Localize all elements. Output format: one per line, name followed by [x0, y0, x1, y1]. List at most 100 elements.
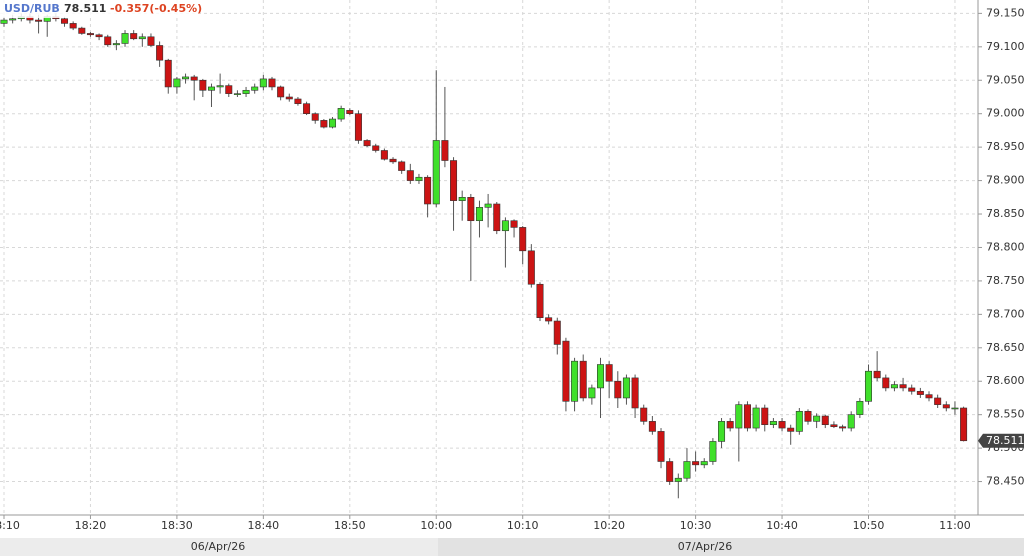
y-tick-label: 78.450	[986, 475, 1024, 488]
date-strip-day2	[438, 538, 1024, 556]
candle-body	[674, 477, 682, 482]
y-tick-label: 78.950	[986, 140, 1024, 153]
price-change: -0.357(-0.45%)	[110, 2, 202, 15]
candle-body	[156, 45, 164, 61]
candle-body	[787, 427, 795, 432]
candle-body	[839, 426, 847, 429]
y-tick-label: 78.850	[986, 207, 1024, 220]
y-tick-label: 78.550	[986, 408, 1024, 421]
candle-body	[597, 364, 605, 389]
candle-body	[761, 407, 769, 426]
candle-body	[778, 421, 786, 429]
candle-body	[752, 407, 760, 429]
header-bg	[0, 0, 200, 18]
candle-body	[709, 441, 717, 462]
x-tick-label: 18:50	[334, 519, 366, 532]
candle-body	[147, 36, 155, 46]
candle-body	[104, 36, 112, 46]
candle-body	[207, 86, 215, 91]
candle-body	[683, 461, 691, 479]
candle-body	[960, 407, 968, 442]
candle-body	[242, 89, 250, 94]
candle-body	[951, 407, 959, 410]
candle-body	[942, 404, 950, 409]
candle-body	[493, 203, 501, 232]
candles	[0, 13, 968, 499]
x-tick-label: 18:10	[0, 519, 20, 532]
candle-body	[579, 360, 587, 399]
candle-body	[562, 340, 570, 402]
candle-body	[882, 377, 890, 389]
candle-body	[424, 176, 432, 205]
candle-body	[95, 34, 103, 38]
candle-body	[61, 18, 69, 24]
candle-body	[130, 33, 138, 40]
candle-body	[519, 227, 527, 252]
candle-body	[190, 76, 198, 81]
candle-body	[398, 161, 406, 171]
candle-body	[182, 76, 190, 80]
x-tick-label: 18:40	[247, 519, 279, 532]
candle-body	[86, 33, 94, 36]
candle-body	[700, 461, 708, 466]
candle-body	[112, 43, 120, 46]
candle-body	[536, 283, 544, 318]
candle-body	[648, 421, 656, 432]
candle-body	[329, 118, 337, 128]
candle-body	[856, 400, 864, 415]
candle-body	[830, 424, 838, 428]
candle-body	[173, 78, 181, 88]
candle-body	[380, 150, 388, 160]
candle-body	[199, 79, 207, 91]
price-tag-arrow	[978, 433, 983, 448]
candle-body	[890, 384, 898, 389]
candle-body	[216, 85, 224, 88]
y-tick-label: 79.000	[986, 107, 1024, 120]
candle-body	[864, 370, 872, 402]
symbol: USD/RUB	[4, 2, 60, 15]
candle-body	[605, 364, 613, 382]
candle-body	[164, 59, 172, 88]
x-tick-label: 10:30	[680, 519, 712, 532]
day-label: 06/Apr/26	[191, 540, 245, 553]
candle-body	[925, 394, 933, 399]
candle-body	[916, 390, 924, 395]
candle-body	[726, 421, 734, 429]
candle-body	[510, 220, 518, 228]
candle-body	[588, 387, 596, 399]
candle-body	[545, 317, 553, 322]
candle-body	[225, 85, 233, 94]
candle-body	[372, 145, 380, 151]
candle-body	[78, 27, 86, 34]
candle-body	[743, 404, 751, 429]
candle-body	[614, 380, 622, 399]
candle-body	[813, 415, 821, 422]
candle-body	[657, 431, 665, 462]
candle-body	[441, 140, 449, 161]
x-tick-label: 10:40	[766, 519, 798, 532]
candle-body	[804, 411, 812, 422]
y-tick-label: 78.900	[986, 174, 1024, 187]
candle-body	[138, 36, 146, 40]
candle-body	[847, 414, 855, 429]
candle-body	[666, 461, 674, 482]
x-tick-label: 10:50	[853, 519, 885, 532]
candle-body	[873, 370, 881, 379]
candle-body	[415, 176, 423, 181]
candle-body	[277, 86, 285, 98]
candle-body	[769, 421, 777, 426]
candle-body	[259, 78, 267, 88]
candle-body	[501, 220, 509, 232]
candle-body	[35, 19, 43, 22]
candle-body	[0, 19, 8, 24]
candle-body	[69, 23, 77, 29]
candle-body	[622, 377, 630, 399]
y-tick-label: 78.750	[986, 274, 1024, 287]
candle-body	[363, 140, 371, 147]
last-price: 78.511	[64, 2, 106, 15]
candle-body	[899, 384, 907, 389]
candle-body	[406, 170, 414, 181]
x-tick-label: 18:30	[161, 519, 193, 532]
